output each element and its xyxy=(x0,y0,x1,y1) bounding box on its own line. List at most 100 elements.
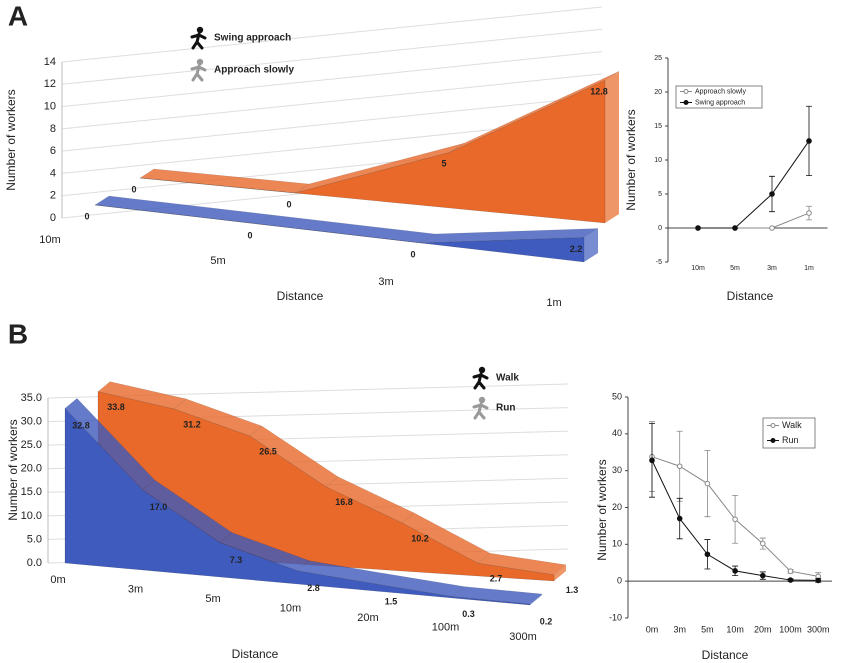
y-tick-label: 0 xyxy=(658,225,662,232)
x-tick-label: 20m xyxy=(754,624,772,634)
marker xyxy=(806,138,812,144)
icon-head xyxy=(196,26,204,34)
marker xyxy=(732,516,738,523)
y-tick-label: 6 xyxy=(50,145,56,157)
data-label: 33.8 xyxy=(107,402,125,412)
legend-icon xyxy=(190,26,207,50)
y-tick-label: 0.0 xyxy=(27,557,42,569)
legend-icon xyxy=(190,58,207,82)
x-tick-label: 5m xyxy=(205,593,220,605)
area-top xyxy=(97,381,187,410)
icon-body xyxy=(190,64,207,82)
panel-label: A xyxy=(8,0,28,31)
data-label: 0 xyxy=(84,211,89,221)
marker xyxy=(704,480,711,487)
area-top xyxy=(94,195,273,225)
legend-label: Run xyxy=(496,403,515,414)
y-tick-label: 10.0 xyxy=(21,510,42,522)
marker xyxy=(787,568,794,575)
data-label: 16.8 xyxy=(335,497,353,507)
data-label: 0.2 xyxy=(540,616,553,626)
y-tick-label: 40 xyxy=(612,428,622,438)
area-side xyxy=(530,594,542,605)
marker xyxy=(695,225,701,231)
area-top xyxy=(401,512,491,564)
y-tick-label: -10 xyxy=(609,612,622,622)
marker xyxy=(787,577,794,583)
x-tick-label: 300m xyxy=(807,624,830,634)
y-tick-label: 10 xyxy=(44,100,56,112)
area-side xyxy=(584,228,598,262)
marker xyxy=(676,463,683,470)
data-label: 12.8 xyxy=(590,87,608,97)
legend-label: Swing approach xyxy=(695,99,745,106)
legend-marker xyxy=(683,89,689,94)
marker xyxy=(769,225,775,231)
data-label: 26.5 xyxy=(259,446,277,456)
marker xyxy=(815,577,822,584)
y-tick-label: 15 xyxy=(654,123,662,130)
x-tick-label: 10m xyxy=(726,624,744,634)
area-side xyxy=(605,71,619,223)
area xyxy=(139,79,606,224)
grid-line xyxy=(61,28,603,85)
x-tick-label: 3m xyxy=(767,265,777,272)
x-tick-label: 10m xyxy=(691,265,705,272)
x-tick-label: 0m xyxy=(50,574,65,586)
x-tick-label: 0m xyxy=(646,624,659,634)
y-tick-label: 10 xyxy=(654,157,662,164)
marker xyxy=(732,568,738,574)
y-tick-label: 25 xyxy=(654,55,662,62)
area-top xyxy=(139,168,310,194)
x-tick-label: 20m xyxy=(357,612,378,624)
y-tick-label: 20.0 xyxy=(21,463,42,475)
icon-head xyxy=(196,58,204,66)
x-tick-label: 100m xyxy=(432,621,460,633)
line xyxy=(698,212,810,229)
data-label: 0 xyxy=(131,184,136,194)
y-tick-label: 50 xyxy=(612,391,622,401)
area xyxy=(94,204,585,263)
icon-body xyxy=(472,402,489,420)
area xyxy=(64,407,531,606)
data-label: 2.8 xyxy=(307,583,320,593)
y-tick-label: 10 xyxy=(612,539,622,549)
legend-label: Approach slowly xyxy=(214,65,294,76)
y-tick-label: 25.0 xyxy=(21,439,42,451)
x-tick-label: 300m xyxy=(509,631,537,643)
data-label: 31.2 xyxy=(183,419,201,429)
area-top xyxy=(173,398,263,437)
legend-box xyxy=(762,417,816,449)
y-tick-label: 30 xyxy=(612,465,622,475)
x-tick-label: 10m xyxy=(280,602,301,614)
y-tick-label: 12 xyxy=(44,78,56,90)
grid-line xyxy=(61,51,603,108)
legend-label: Approach slowly xyxy=(695,88,746,95)
area-top xyxy=(257,214,436,244)
marker xyxy=(760,540,766,547)
icon-body xyxy=(472,372,489,390)
data-label: 0 xyxy=(286,199,291,209)
y-tick-label: 0 xyxy=(617,576,622,586)
legend-marker xyxy=(683,100,689,105)
legend-marker xyxy=(770,438,776,443)
legend-label: Swing approach xyxy=(214,33,291,44)
legend-icon xyxy=(472,366,489,390)
data-label: 5 xyxy=(441,159,446,169)
y-tick-label: 35.0 xyxy=(21,392,42,404)
x-axis-title: Distance xyxy=(727,289,774,303)
y-tick-label: 20 xyxy=(612,502,622,512)
x-axis-title: Distance xyxy=(702,648,749,662)
x-tick-label: 5m xyxy=(730,265,740,272)
data-label: 1.5 xyxy=(385,596,398,606)
y-tick-label: 2 xyxy=(50,190,56,202)
icon-head xyxy=(478,396,486,404)
marker xyxy=(732,225,738,231)
area-top xyxy=(477,553,567,576)
x-tick-label: 1m xyxy=(546,297,561,309)
legend-label: Walk xyxy=(782,420,802,430)
icon-head xyxy=(478,366,486,374)
y-tick-label: 8 xyxy=(50,123,56,135)
y-axis-title: Number of workers xyxy=(4,89,18,190)
data-label: 0.3 xyxy=(462,609,475,619)
